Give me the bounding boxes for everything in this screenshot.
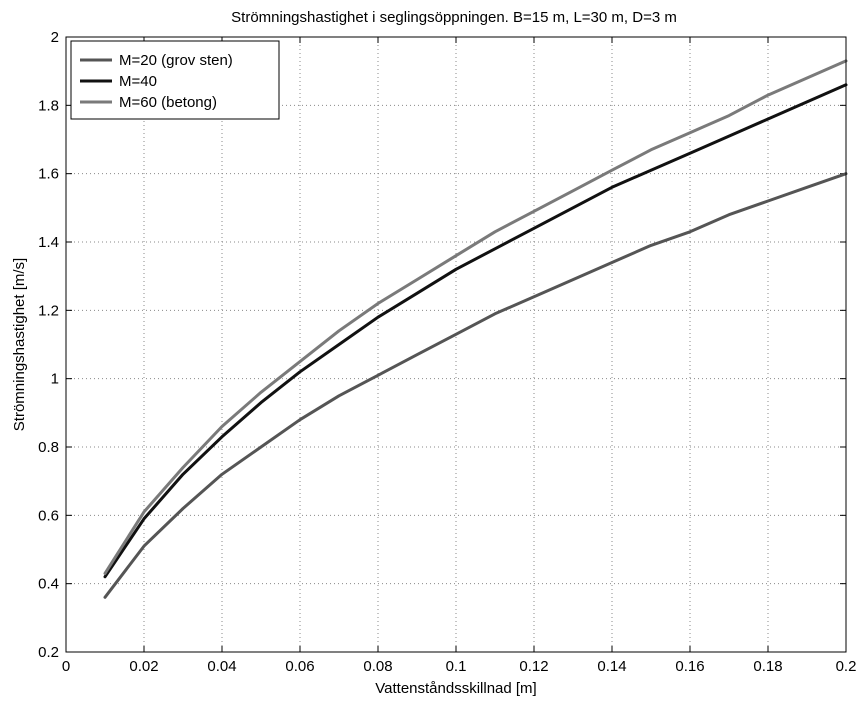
- y-tick-label: 1.8: [38, 97, 59, 114]
- x-tick-label: 0.12: [519, 658, 548, 675]
- y-tick-label: 0.6: [38, 507, 59, 524]
- x-tick-label: 0: [62, 658, 70, 675]
- x-tick-label: 0.2: [836, 658, 857, 675]
- x-tick-label: 0.14: [597, 658, 626, 675]
- series-line-3: [103, 59, 848, 575]
- y-axis-label: Strömningshastighet [m/s]: [11, 258, 28, 431]
- series-lines: [103, 59, 848, 599]
- y-tick-label: 0.2: [38, 644, 59, 661]
- x-axis-label: Vattenståndsskillnad [m]: [375, 680, 536, 697]
- y-tick-label: 1: [51, 371, 59, 388]
- y-tick-labels: 0.2 0.4 0.6 0.8 1 1.2 1.4 1.6 1.8 2: [38, 29, 59, 661]
- grid: [66, 37, 846, 652]
- x-tick-label: 0.04: [207, 658, 236, 675]
- x-tick-label: 0.06: [285, 658, 314, 675]
- x-tick-label: 0.16: [675, 658, 704, 675]
- legend-label-1: M=20 (grov sten): [119, 52, 233, 69]
- y-tick-label: 0.8: [38, 439, 59, 456]
- x-tick-label: 0.18: [753, 658, 782, 675]
- series-line-1: [103, 172, 848, 599]
- legend: M=20 (grov sten) M=40 M=60 (betong): [70, 40, 280, 120]
- plot-frame: [65, 36, 847, 653]
- x-tick-labels: 0 0.02 0.04 0.06 0.08 0.1 0.12 0.14 0.16 0.18 0.2: [62, 658, 857, 675]
- y-tick-label: 1.6: [38, 166, 59, 183]
- x-tick-label: 0.02: [129, 658, 158, 675]
- x-tick-label: 0.1: [446, 658, 467, 675]
- series-line-2: [103, 83, 848, 579]
- y-tick-label: 0.4: [38, 576, 59, 593]
- y-tick-label: 2: [51, 29, 59, 46]
- y-tick-label: 1.2: [38, 302, 59, 319]
- legend-label-2: M=40: [119, 73, 157, 90]
- chart-title: Strömningshastighet i seglingsöppningen.…: [231, 9, 677, 26]
- y-tick-label: 1.4: [38, 234, 59, 251]
- x-tick-label: 0.08: [363, 658, 392, 675]
- legend-label-3: M=60 (betong): [119, 94, 217, 111]
